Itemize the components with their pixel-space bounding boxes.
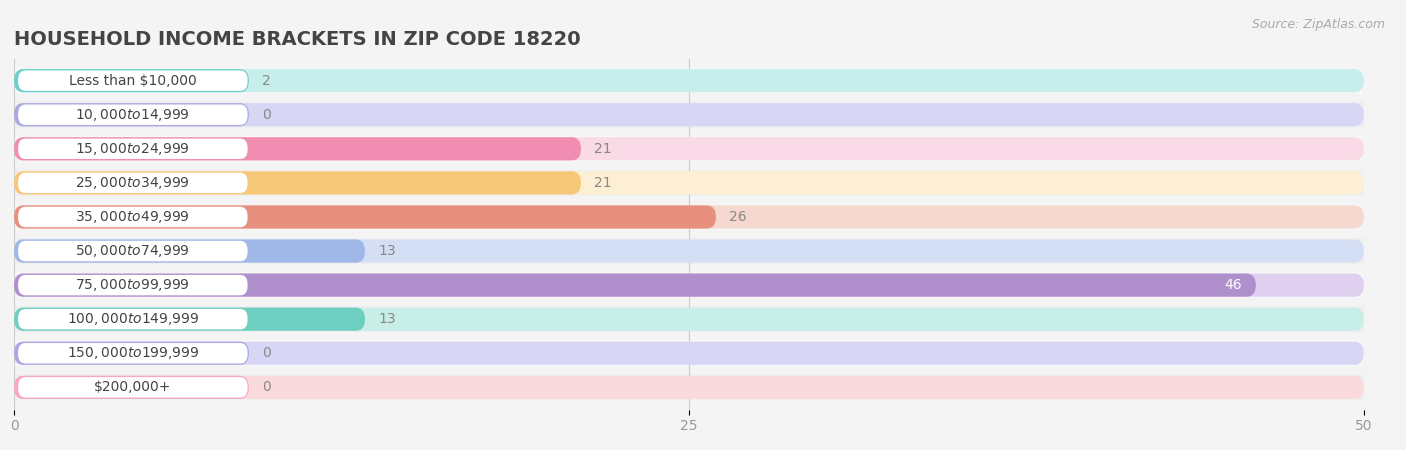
Text: 0: 0 <box>263 108 271 122</box>
FancyBboxPatch shape <box>18 139 247 159</box>
FancyBboxPatch shape <box>18 275 247 295</box>
FancyBboxPatch shape <box>14 374 1364 400</box>
Text: 0: 0 <box>263 380 271 394</box>
FancyBboxPatch shape <box>18 377 247 397</box>
FancyBboxPatch shape <box>14 170 1364 196</box>
FancyBboxPatch shape <box>14 103 249 126</box>
Text: $15,000 to $24,999: $15,000 to $24,999 <box>76 141 190 157</box>
FancyBboxPatch shape <box>14 69 249 92</box>
FancyBboxPatch shape <box>14 239 1364 263</box>
FancyBboxPatch shape <box>14 238 1364 264</box>
FancyBboxPatch shape <box>18 104 247 125</box>
Text: 26: 26 <box>730 210 747 224</box>
Text: HOUSEHOLD INCOME BRACKETS IN ZIP CODE 18220: HOUSEHOLD INCOME BRACKETS IN ZIP CODE 18… <box>14 30 581 49</box>
FancyBboxPatch shape <box>14 68 1364 94</box>
FancyBboxPatch shape <box>14 342 249 365</box>
Text: 21: 21 <box>595 176 612 190</box>
FancyBboxPatch shape <box>14 340 1364 366</box>
Text: $50,000 to $74,999: $50,000 to $74,999 <box>76 243 190 259</box>
Text: $10,000 to $14,999: $10,000 to $14,999 <box>76 107 190 123</box>
Text: $200,000+: $200,000+ <box>94 380 172 394</box>
Text: 2: 2 <box>263 74 271 88</box>
FancyBboxPatch shape <box>14 239 366 263</box>
FancyBboxPatch shape <box>14 171 581 194</box>
Text: $150,000 to $199,999: $150,000 to $199,999 <box>66 345 200 361</box>
Text: $75,000 to $99,999: $75,000 to $99,999 <box>76 277 190 293</box>
FancyBboxPatch shape <box>18 343 247 364</box>
FancyBboxPatch shape <box>14 306 1364 332</box>
FancyBboxPatch shape <box>18 173 247 193</box>
FancyBboxPatch shape <box>14 136 1364 162</box>
Text: 13: 13 <box>378 244 396 258</box>
FancyBboxPatch shape <box>14 272 1364 298</box>
Text: Source: ZipAtlas.com: Source: ZipAtlas.com <box>1251 18 1385 31</box>
FancyBboxPatch shape <box>14 274 1256 297</box>
FancyBboxPatch shape <box>14 376 249 399</box>
FancyBboxPatch shape <box>14 274 1364 297</box>
Text: 0: 0 <box>263 346 271 360</box>
FancyBboxPatch shape <box>14 103 1364 126</box>
Text: 46: 46 <box>1225 278 1243 292</box>
FancyBboxPatch shape <box>18 309 247 329</box>
FancyBboxPatch shape <box>14 137 581 160</box>
Text: 21: 21 <box>595 142 612 156</box>
FancyBboxPatch shape <box>18 207 247 227</box>
Text: $35,000 to $49,999: $35,000 to $49,999 <box>76 209 190 225</box>
FancyBboxPatch shape <box>14 171 1364 194</box>
FancyBboxPatch shape <box>14 102 1364 128</box>
FancyBboxPatch shape <box>14 69 1364 92</box>
FancyBboxPatch shape <box>14 205 1364 229</box>
FancyBboxPatch shape <box>18 71 247 91</box>
Text: 13: 13 <box>378 312 396 326</box>
FancyBboxPatch shape <box>14 308 366 331</box>
FancyBboxPatch shape <box>14 308 1364 331</box>
FancyBboxPatch shape <box>14 204 1364 230</box>
Text: Less than $10,000: Less than $10,000 <box>69 74 197 88</box>
FancyBboxPatch shape <box>14 205 716 229</box>
Text: $25,000 to $34,999: $25,000 to $34,999 <box>76 175 190 191</box>
Text: $100,000 to $149,999: $100,000 to $149,999 <box>66 311 200 327</box>
FancyBboxPatch shape <box>14 137 1364 160</box>
FancyBboxPatch shape <box>18 241 247 261</box>
FancyBboxPatch shape <box>14 342 1364 365</box>
FancyBboxPatch shape <box>14 376 1364 399</box>
